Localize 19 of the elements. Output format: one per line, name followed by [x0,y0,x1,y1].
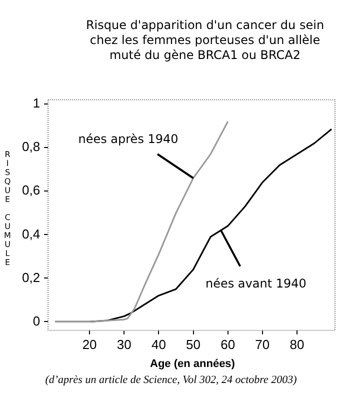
y-tick-label: 0,8 [22,139,40,154]
y-tick-label: 1 [32,96,40,111]
x-tick-label: 20 [82,336,97,352]
x-tick-label: 50 [186,336,200,352]
chart-title: Risque d'apparition d'un cancer du sein chez les femmes porteuses d'un allèle muté du gène BRCA1 ou BRCA2 [84,18,326,63]
annotation: nées avant 1940 [205,276,306,290]
y-tick-label: 0,2 [22,270,40,285]
x-tick-label: 60 [220,336,236,352]
y-tick-label: 0,4 [22,226,40,242]
x-tick-label: 40 [151,336,166,352]
annotation: nées après 1940 [78,132,178,146]
x-tick-label: 30 [116,336,132,352]
x-tick-label: 80 [290,336,304,352]
y-tick-label: 0 [32,313,40,328]
y-axis-title: RISQUE CUMULE [3,150,12,269]
x-tick-label: 70 [255,336,270,352]
x-axis-title: Age (en années) [150,358,235,370]
text: (d’après un article de Science, Vol 302, 24 octobre 2003) [44,374,298,386]
y-tick-label: 0,6 [22,182,40,198]
